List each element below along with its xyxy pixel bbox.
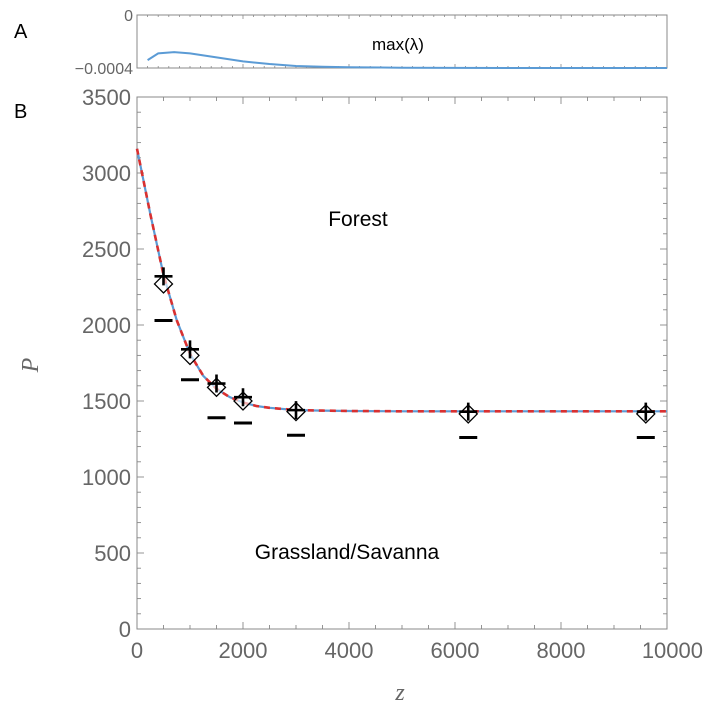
panel-b-xtick-label: 10000 [642,638,703,663]
panel-b-ytick-label: 3500 [82,85,131,110]
panel-b-ytick-label: 2500 [82,237,131,262]
panel-letter-a: A [14,21,28,43]
panel-letter-b: B [14,101,27,123]
plus-marker [459,402,478,421]
annotation-grassland-savanna: Grassland/Savanna [255,541,440,564]
panel-b-ytick-label: 500 [94,541,131,566]
panel-a-ytick-label: −0.0004 [75,61,133,78]
panel-b-xtick-label: 2000 [219,638,268,663]
panel-a: A 0 −0.0004 max(λ) [14,8,668,78]
panel-b-ytick-label: 3000 [82,161,131,186]
plus-marker [207,374,226,393]
plus-marker [234,388,252,407]
series-line-dashed [135,148,667,413]
plus-marker [181,340,199,359]
panel-b-ytick-label: 0 [119,617,131,642]
panel-b-ytick-label: 1000 [82,465,131,490]
plus-marker [154,267,173,286]
panel-b-xtick-label: 6000 [431,638,480,663]
panel-b-xtick-label: 8000 [537,638,586,663]
plus-marker [287,401,305,420]
plus-marker [636,402,655,421]
panel-b-ytick-label: 2000 [82,313,131,338]
annotation-forest: Forest [328,208,388,231]
panel-a-annotation: max(λ) [372,35,424,54]
panel-b-ytick-label: 1500 [82,389,131,414]
panel-b: B 0 2000 4000 6000 8000 10000 0 500 1000 1500 2000 2… [14,85,703,706]
x-axis-title: z [394,680,405,706]
series-line-solid [135,148,667,413]
panel-a-series-line [147,51,667,69]
y-axis-title: P [18,357,44,373]
panel-a-ytick-label: 0 [124,8,133,25]
panel-b-xtick-label: 4000 [325,638,374,663]
panel-b-xtick-label: 0 [131,638,143,663]
